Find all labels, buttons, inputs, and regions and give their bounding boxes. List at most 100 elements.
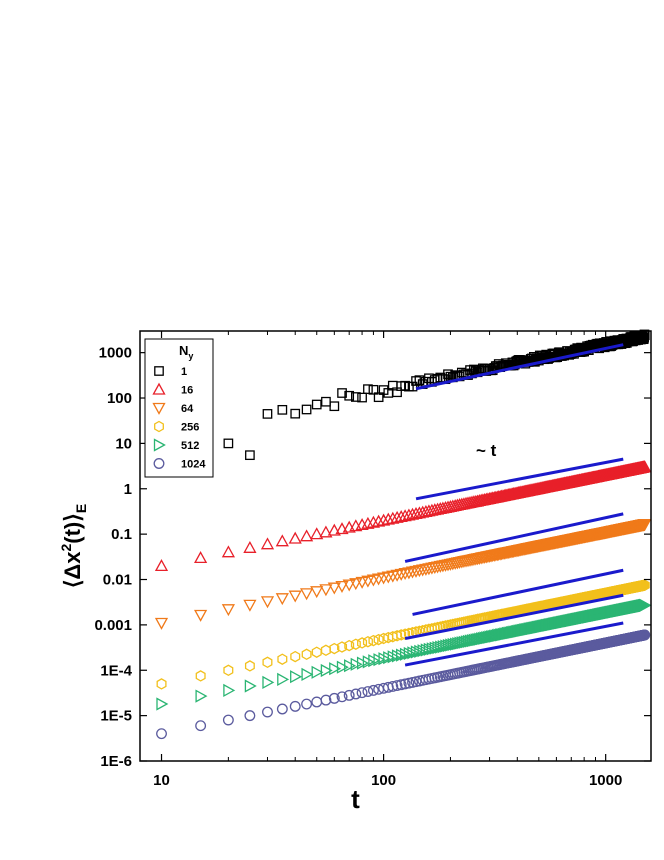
data-point [391, 649, 404, 663]
legend-label-512: 512 [181, 440, 199, 452]
series-16 [154, 460, 652, 572]
data-point [381, 512, 395, 525]
data-point [638, 519, 652, 532]
series-1024 [156, 629, 651, 740]
data-point [373, 392, 384, 403]
data-point [154, 559, 169, 572]
data-point [222, 714, 234, 726]
data-point [277, 672, 290, 686]
plot-frame [139, 330, 652, 762]
data-point [363, 384, 373, 394]
data-point [411, 376, 421, 386]
data-point [414, 644, 427, 658]
y-tick-label: 1E-6 [100, 753, 132, 770]
data-point [320, 694, 332, 706]
legend-label-1024: 1024 [181, 459, 206, 471]
data-point [320, 663, 333, 678]
data-point [362, 686, 374, 697]
data-point [357, 392, 367, 403]
data-point [223, 664, 234, 677]
y-title-sup: 2 [58, 544, 74, 552]
data-point [221, 545, 235, 558]
x-tick-label: 100 [371, 772, 396, 789]
fit-line-1024 [404, 621, 624, 667]
data-point [394, 510, 408, 523]
y-title-sub: E [73, 504, 89, 513]
y-tick-label: 1 [124, 481, 132, 498]
y-title-rest: (t)⟩ [60, 513, 85, 544]
data-point [223, 438, 234, 449]
legend-marker-512 [153, 438, 166, 452]
data-point [221, 604, 235, 617]
data-point [310, 586, 324, 599]
y-tick-label: 100 [107, 390, 132, 407]
data-point [245, 450, 255, 461]
x-axis-title: t [351, 784, 360, 814]
y-tick-label: 1000 [99, 345, 132, 362]
data-point [311, 399, 322, 410]
data-point [373, 633, 384, 646]
data-point [368, 634, 379, 647]
data-point [290, 408, 301, 419]
data-point [244, 679, 257, 693]
legend-box [144, 338, 214, 478]
fit-line-16 [415, 457, 624, 501]
data-point [195, 670, 206, 682]
data-point [391, 680, 403, 692]
data-point [156, 678, 167, 690]
series-64 [154, 519, 652, 630]
data-point [329, 642, 340, 655]
x-tick-label: 1000 [589, 772, 622, 789]
data-point [400, 628, 411, 640]
data-point [399, 678, 411, 690]
data-point [310, 527, 324, 540]
legend-label-64: 64 [181, 403, 194, 415]
data-point [350, 392, 361, 402]
data-point [275, 534, 289, 547]
legend-marker-64 [152, 402, 166, 415]
data-point [289, 700, 301, 712]
data-point [300, 588, 314, 601]
data-point [337, 641, 348, 653]
data-point [277, 404, 288, 415]
data-point [288, 590, 302, 603]
data-point [277, 653, 288, 665]
data-point [290, 650, 301, 663]
data-point [329, 662, 342, 676]
data-point [300, 529, 314, 542]
data-point [407, 381, 418, 392]
data-point [399, 647, 412, 661]
data-markers [154, 329, 652, 740]
data-point [394, 568, 408, 581]
legend-title-main: N [179, 343, 188, 358]
data-point [356, 687, 368, 699]
data-point [426, 642, 439, 656]
legend-title: Ny [179, 343, 193, 361]
data-point [372, 514, 386, 527]
data-point [402, 508, 416, 521]
data-point [350, 657, 363, 671]
y-tick-label: 0.1 [111, 526, 132, 543]
legend-marker-1 [154, 366, 164, 376]
y-tick-label: 10 [115, 435, 132, 452]
data-point [319, 584, 333, 597]
series-512 [156, 598, 652, 711]
data-point [409, 565, 423, 578]
data-point [195, 720, 207, 732]
data-point [355, 576, 369, 589]
fit-line-1 [415, 343, 624, 391]
data-point [195, 689, 208, 703]
y-title-main: ⟨Δx [60, 551, 85, 588]
data-point [390, 569, 404, 582]
data-point [244, 710, 256, 722]
y-axis-title: ⟨Δx2(t)⟩E [58, 504, 89, 588]
axis-ticks: 10 100 1000 1E-6 1E-5 1E-4 0.001 0.01 0.1 1 10 100 1… [94, 331, 651, 789]
fit-line-512 [404, 593, 624, 641]
data-point [262, 706, 273, 718]
data-point [344, 659, 357, 673]
data-point [301, 667, 314, 681]
data-point [386, 511, 400, 524]
data-point [350, 638, 361, 650]
data-point [362, 635, 373, 648]
data-point [350, 688, 362, 700]
